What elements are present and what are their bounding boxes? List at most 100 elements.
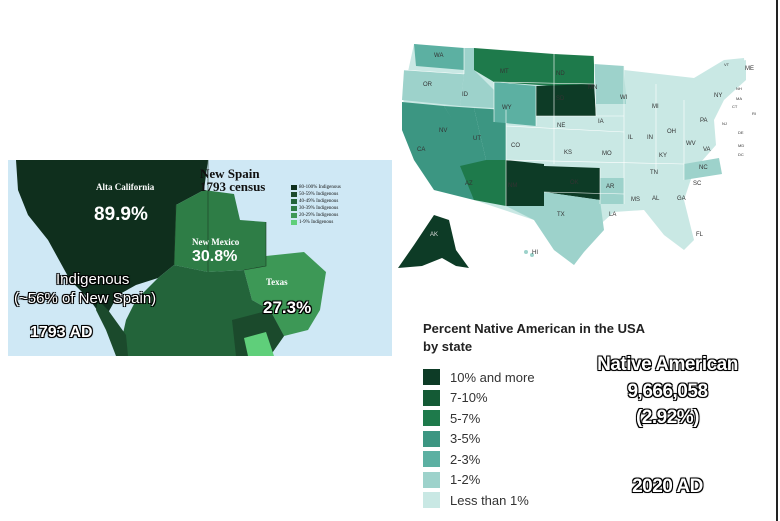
state-label: IA: [598, 119, 604, 125]
state-label: SC: [693, 181, 702, 187]
census-legend-label: 80-100% Indigenous: [299, 185, 341, 190]
census-legend-item: 40-49% Indigenous: [291, 198, 341, 205]
state-label: MI: [652, 104, 659, 110]
state-label: FL: [696, 232, 704, 238]
percent-legend-item: 10% and more: [423, 367, 653, 388]
state-label: CO: [511, 143, 520, 149]
region-label-texas: Texas: [266, 277, 288, 287]
percent-legend-label: 1-2%: [450, 472, 481, 488]
state-label: DE: [738, 130, 744, 135]
state-label: SD: [556, 96, 565, 102]
state-label: HI: [532, 250, 538, 256]
percent-legend-label: 10% and more: [450, 369, 535, 385]
state-label: AR: [606, 184, 615, 190]
state-label: IN: [647, 135, 653, 141]
state-label: LA: [609, 212, 617, 218]
usa-map-shapes: [398, 44, 746, 268]
state-label: NV: [439, 128, 448, 134]
percent-legend-title: Percent Native American in the USA by st…: [423, 321, 645, 354]
percent-legend-item: 5-7%: [423, 408, 653, 429]
census-legend-item: 80-100% Indigenous: [291, 184, 341, 191]
region-new-mexico: [174, 190, 266, 272]
region-north-east: [232, 310, 284, 356]
state-label: NE: [557, 123, 566, 129]
census-legend-label: 50-59% Indigenous: [299, 192, 339, 197]
state-label: MO: [602, 151, 612, 157]
state-label: TX: [557, 212, 565, 218]
state-label: WA: [434, 53, 444, 59]
census-title: New Spain 1793 census: [200, 167, 265, 193]
percent-legend-item: 1-2%: [423, 470, 653, 491]
new-spain-map: New Spain 1793 census 80-100% Indigenous…: [8, 160, 392, 356]
state-label: OR: [423, 82, 432, 88]
state-label: OK: [570, 180, 579, 186]
percent-legend-item: Less than 1%: [423, 490, 653, 511]
state-label: NH: [736, 86, 742, 91]
percent-legend-label: 2-3%: [450, 451, 481, 467]
state-label: NC: [699, 165, 708, 171]
percent-legend-item: 2-3%: [423, 449, 653, 470]
percent-legend-item: 3-5%: [423, 429, 653, 450]
percent-legend: Percent Native American in the USA by st…: [423, 320, 653, 511]
percent-legend-label: 5-7%: [450, 410, 481, 426]
state-label: WV: [686, 141, 696, 147]
state-label: CA: [417, 147, 426, 153]
new-spain-map-shapes: [8, 160, 392, 356]
state-label: TN: [650, 170, 658, 176]
era-2020-label: 2020 AD: [632, 476, 703, 497]
census-legend-label: 1-9% Indigenous: [299, 220, 334, 225]
state-label: NY: [714, 93, 723, 99]
era-1793-label: 1793 AD: [30, 324, 93, 341]
state-label: ID: [462, 92, 468, 98]
state-label: KY: [659, 153, 668, 159]
state-label: AK: [430, 232, 439, 238]
state-label: AL: [652, 196, 660, 202]
state-label: WY: [502, 105, 512, 111]
percent-legend-label: Less than 1%: [450, 492, 529, 508]
native-american-count: 9,666,058: [627, 381, 708, 402]
census-legend-label: 40-49% Indigenous: [299, 199, 339, 204]
native-american-percent: (2.92%): [635, 407, 700, 428]
indigenous-label: Indigenous: [56, 271, 130, 288]
region-value-alta-california: 89.9%: [94, 204, 148, 225]
census-legend-item: 50-59% Indigenous: [291, 191, 341, 198]
region-light: [244, 332, 274, 356]
state-label: RI: [752, 111, 756, 116]
state-label: VA: [703, 147, 711, 153]
state-label: GA: [677, 196, 686, 202]
state-label: AZ: [465, 181, 473, 187]
census-title-line1: New Spain: [200, 166, 260, 181]
state-label: NJ: [722, 121, 727, 126]
indigenous-share-label: (~56% of New Spain): [14, 290, 157, 307]
state-label: UT: [473, 136, 481, 142]
state-label: KS: [564, 150, 573, 156]
census-legend-label: 30-39% Indigenous: [299, 206, 339, 211]
region-label-new-mexico: New Mexico: [192, 237, 240, 247]
region-baja: [96, 300, 128, 356]
state-label: NM: [508, 183, 518, 189]
state-label: DC: [738, 152, 744, 157]
region-texas: [244, 252, 326, 336]
region-label-alta-california: Alta California: [96, 182, 155, 192]
region-value-new-mexico: 30.8%: [192, 248, 238, 265]
state-label: MD: [738, 143, 745, 148]
census-legend: 80-100% Indigenous 50-59% Indigenous 40-…: [291, 184, 341, 226]
state-label: MN: [588, 85, 598, 91]
census-legend-item: 20-29% Indigenous: [291, 212, 341, 219]
state-label: CT: [732, 104, 738, 109]
state-label: VT: [724, 62, 730, 67]
state-label: IL: [628, 135, 634, 141]
percent-legend-label: 7-10%: [450, 390, 488, 406]
state-label: WI: [620, 95, 628, 101]
region-alta-california: [16, 160, 208, 320]
state-label: ME: [745, 66, 754, 72]
state-label: PA: [700, 118, 708, 124]
state-label: OH: [667, 129, 676, 135]
census-legend-item: 1-9% Indigenous: [291, 219, 341, 226]
region-value-texas: 27.3%: [263, 298, 312, 317]
census-title-line2: 1793 census: [200, 179, 266, 194]
state-label: MA: [736, 96, 742, 101]
state-label: ND: [556, 71, 565, 77]
census-legend-label: 20-29% Indigenous: [299, 213, 339, 218]
usa-map: WA MT ND ME VT NH MA CT RI NY OR ID MN W…: [394, 40, 780, 280]
